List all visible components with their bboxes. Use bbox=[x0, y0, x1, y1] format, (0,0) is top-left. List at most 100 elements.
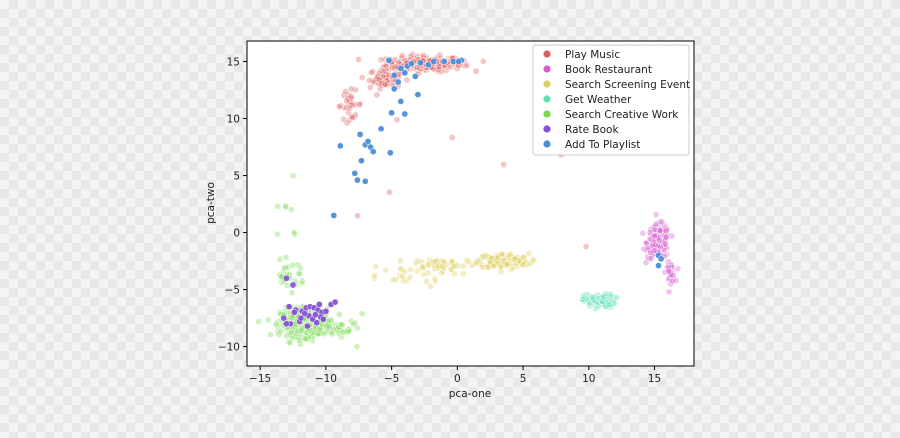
data-point bbox=[267, 331, 274, 338]
data-point bbox=[319, 315, 327, 323]
data-point bbox=[331, 298, 339, 306]
legend-label: Add To Playlist bbox=[565, 139, 640, 151]
data-point bbox=[658, 218, 666, 226]
data-point bbox=[352, 111, 359, 119]
data-point bbox=[382, 81, 390, 88]
data-point bbox=[382, 266, 390, 274]
data-point bbox=[389, 276, 397, 284]
data-point bbox=[483, 252, 490, 259]
data-point bbox=[460, 270, 467, 278]
data-point bbox=[647, 255, 655, 262]
data-point bbox=[662, 234, 670, 242]
data-point bbox=[277, 327, 285, 335]
data-point bbox=[598, 298, 606, 305]
data-point bbox=[336, 103, 343, 111]
data-point bbox=[423, 277, 430, 285]
data-point bbox=[356, 131, 364, 138]
data-point bbox=[476, 257, 483, 265]
data-point bbox=[347, 317, 355, 325]
legend-marker bbox=[543, 80, 551, 88]
data-point bbox=[326, 323, 333, 330]
data-point bbox=[662, 227, 670, 235]
y-tick-label: 15 bbox=[227, 57, 240, 69]
data-point bbox=[355, 56, 362, 63]
data-point bbox=[340, 115, 347, 123]
data-point bbox=[346, 98, 354, 105]
data-point bbox=[347, 85, 355, 93]
data-point bbox=[285, 303, 293, 311]
data-point bbox=[315, 301, 323, 308]
data-point bbox=[642, 259, 650, 266]
data-point bbox=[330, 212, 338, 219]
data-point bbox=[283, 282, 291, 289]
legend-marker bbox=[543, 65, 551, 73]
data-point bbox=[380, 67, 387, 75]
legend-marker bbox=[543, 110, 551, 118]
data-point bbox=[358, 74, 366, 81]
data-point bbox=[430, 58, 438, 65]
data-point bbox=[436, 63, 443, 71]
data-point bbox=[289, 261, 297, 269]
data-point bbox=[283, 274, 290, 282]
data-point bbox=[370, 274, 378, 282]
data-point bbox=[418, 258, 425, 266]
data-point bbox=[343, 97, 351, 105]
x-axis-label: pca-one bbox=[449, 388, 491, 400]
data-point bbox=[436, 51, 444, 59]
data-point bbox=[472, 260, 480, 267]
data-point bbox=[273, 230, 281, 238]
data-point bbox=[503, 261, 511, 268]
data-point bbox=[347, 101, 355, 109]
legend-box bbox=[532, 44, 690, 156]
data-point bbox=[375, 76, 383, 84]
data-point bbox=[663, 233, 670, 241]
data-point bbox=[294, 261, 302, 269]
legend-marker bbox=[543, 95, 551, 103]
data-point bbox=[439, 262, 446, 270]
data-point bbox=[386, 149, 394, 157]
data-point bbox=[665, 267, 673, 275]
data-point bbox=[440, 58, 448, 65]
data-point bbox=[465, 258, 472, 266]
data-point bbox=[313, 319, 321, 327]
data-point bbox=[602, 290, 610, 298]
data-point bbox=[367, 69, 375, 76]
data-point bbox=[479, 57, 487, 65]
data-point bbox=[413, 267, 421, 275]
legend-label: Get Weather bbox=[565, 94, 632, 106]
legend-marker bbox=[543, 50, 551, 58]
data-point bbox=[386, 188, 393, 196]
data-point bbox=[385, 57, 393, 64]
legend-label: Search Screening Event bbox=[565, 79, 690, 91]
data-point bbox=[448, 259, 456, 267]
data-point bbox=[361, 177, 369, 185]
data-point bbox=[667, 271, 675, 278]
data-point bbox=[276, 256, 284, 263]
data-point bbox=[453, 65, 461, 72]
data-point bbox=[358, 310, 366, 318]
x-tick-label: 15 bbox=[648, 373, 661, 385]
x-tick-label: −10 bbox=[315, 373, 337, 385]
data-point bbox=[289, 281, 297, 289]
data-point bbox=[651, 232, 659, 239]
data-point bbox=[302, 335, 310, 343]
points-layer bbox=[255, 51, 682, 350]
y-tick-label: 0 bbox=[233, 228, 240, 240]
data-point bbox=[339, 328, 346, 336]
data-point bbox=[335, 323, 343, 330]
data-point bbox=[255, 318, 263, 325]
data-point bbox=[651, 247, 658, 254]
data-point bbox=[296, 270, 304, 277]
data-point bbox=[398, 54, 406, 62]
y-tick-label: 5 bbox=[233, 171, 240, 183]
data-point bbox=[397, 98, 405, 105]
data-point bbox=[497, 268, 505, 276]
data-point bbox=[663, 244, 671, 252]
data-point bbox=[438, 269, 445, 277]
data-point bbox=[414, 91, 422, 98]
data-point bbox=[525, 250, 533, 257]
data-point bbox=[377, 56, 385, 64]
data-point bbox=[651, 225, 659, 233]
x-axis: −15 −10 −5 0 5 10 15 bbox=[249, 366, 661, 385]
data-point bbox=[455, 58, 463, 65]
